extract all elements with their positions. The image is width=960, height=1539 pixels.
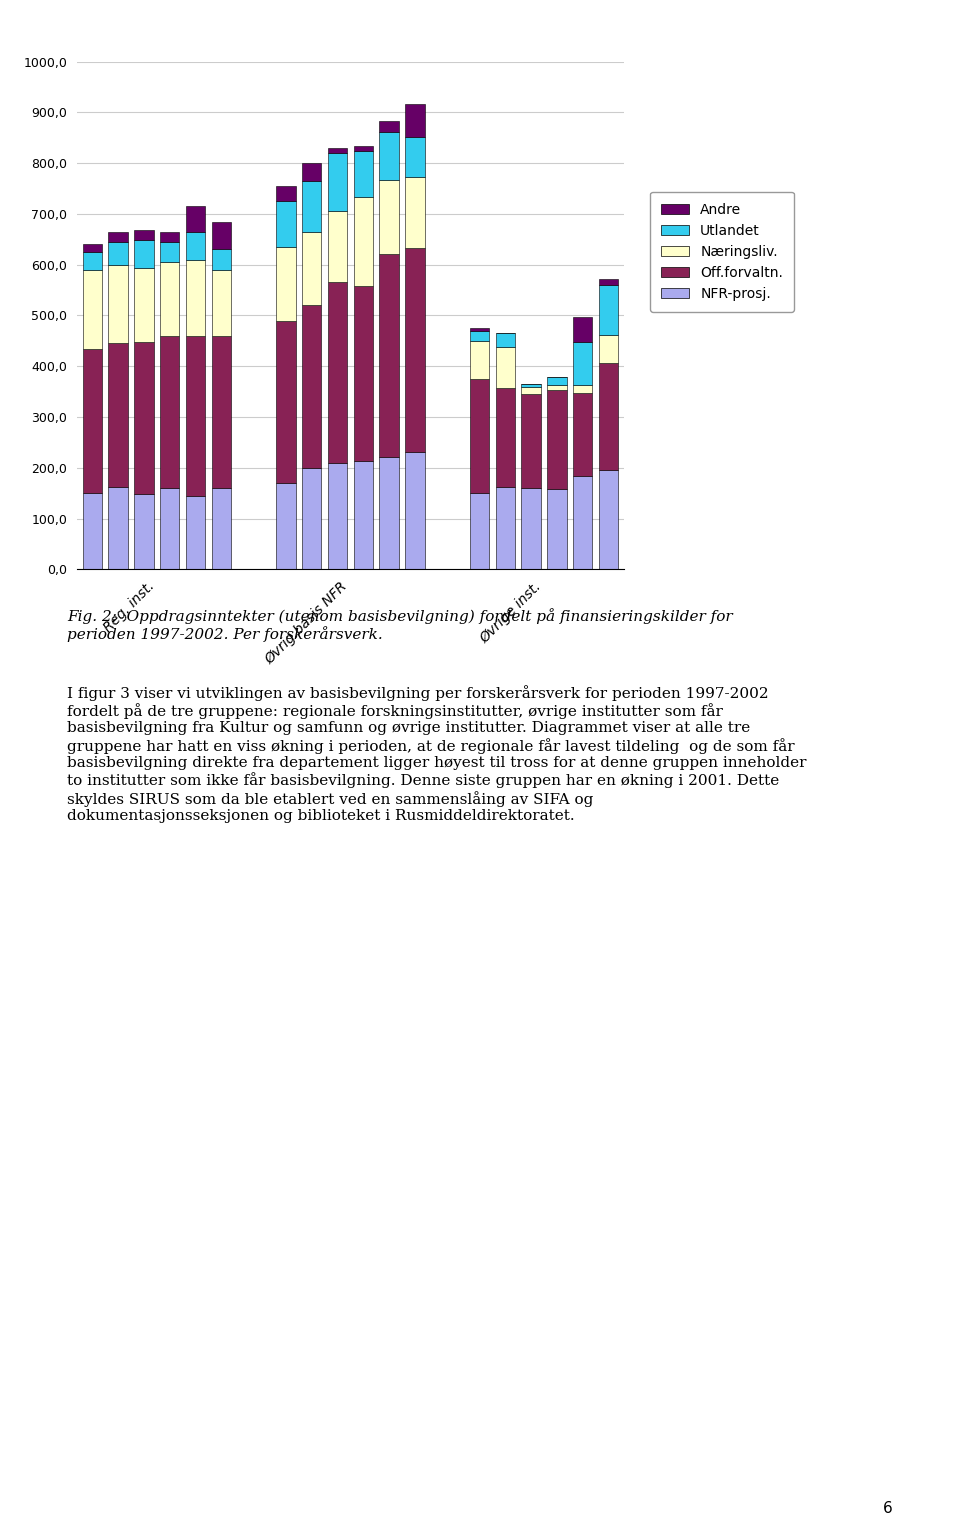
Bar	[327, 148, 348, 152]
Bar	[521, 394, 540, 488]
Bar	[573, 477, 592, 569]
Text: 6: 6	[883, 1501, 893, 1516]
Bar	[379, 457, 398, 569]
Bar	[108, 265, 128, 343]
Bar	[276, 202, 296, 246]
Bar	[211, 222, 231, 249]
Bar	[599, 285, 618, 336]
Bar	[276, 320, 296, 483]
Bar	[186, 496, 205, 569]
Bar	[405, 177, 424, 248]
Bar	[134, 231, 154, 240]
Bar	[599, 280, 618, 285]
Bar	[353, 462, 373, 569]
Bar	[469, 342, 490, 379]
Bar	[327, 152, 348, 211]
Bar	[573, 385, 592, 392]
Bar	[573, 392, 592, 477]
Bar	[353, 197, 373, 286]
Bar	[134, 494, 154, 569]
Bar	[108, 242, 128, 265]
Bar	[160, 488, 180, 569]
Bar	[83, 269, 102, 348]
Bar	[108, 343, 128, 486]
Bar	[469, 328, 490, 331]
Bar	[379, 254, 398, 457]
Bar	[495, 348, 515, 388]
Bar	[379, 122, 398, 132]
Bar	[327, 463, 348, 569]
Bar	[327, 283, 348, 463]
Bar	[521, 488, 540, 569]
Bar	[547, 391, 566, 489]
Bar	[302, 305, 322, 468]
Bar	[573, 317, 592, 342]
Bar	[599, 469, 618, 569]
Bar	[134, 268, 154, 342]
Text: Fig. 2:  Oppdragsinntekter (utenom basisbevilgning) fordelt på finansieringskild: Fig. 2: Oppdragsinntekter (utenom basisb…	[67, 608, 732, 642]
Bar	[469, 379, 490, 492]
Bar	[276, 246, 296, 320]
Bar	[573, 342, 592, 385]
Bar	[134, 240, 154, 268]
Bar	[379, 132, 398, 180]
Bar	[327, 211, 348, 283]
Bar	[469, 331, 490, 342]
Bar	[276, 483, 296, 569]
Bar	[276, 186, 296, 202]
Bar	[599, 363, 618, 469]
Bar	[160, 262, 180, 336]
Bar	[599, 336, 618, 363]
Bar	[211, 336, 231, 488]
Bar	[302, 182, 322, 232]
Bar	[302, 468, 322, 569]
Bar	[547, 489, 566, 569]
Bar	[495, 488, 515, 569]
Bar	[108, 486, 128, 569]
Bar	[186, 206, 205, 232]
Bar	[547, 385, 566, 391]
Bar	[160, 242, 180, 262]
Bar	[495, 388, 515, 488]
Bar	[211, 488, 231, 569]
Bar	[83, 252, 102, 269]
Bar	[353, 146, 373, 151]
Bar	[186, 260, 205, 336]
Text: I figur 3 viser vi utviklingen av basisbevilgning per forskerårsverk for periode: I figur 3 viser vi utviklingen av basisb…	[67, 685, 806, 823]
Bar	[160, 232, 180, 242]
Bar	[521, 385, 540, 386]
Bar	[108, 232, 128, 242]
Bar	[83, 245, 102, 252]
Bar	[160, 336, 180, 488]
Bar	[405, 137, 424, 177]
Bar	[302, 163, 322, 182]
Bar	[547, 377, 566, 385]
Bar	[495, 334, 515, 348]
Legend: Andre, Utlandet, Næringsliv., Off.forvaltn., NFR-prosj.: Andre, Utlandet, Næringsliv., Off.forval…	[650, 192, 794, 311]
Bar	[83, 348, 102, 492]
Bar	[405, 248, 424, 451]
Bar	[186, 232, 205, 260]
Bar	[186, 336, 205, 496]
Bar	[302, 232, 322, 305]
Bar	[521, 386, 540, 394]
Bar	[379, 180, 398, 254]
Bar	[134, 342, 154, 494]
Bar	[405, 103, 424, 137]
Bar	[211, 269, 231, 336]
Bar	[469, 492, 490, 569]
Bar	[211, 249, 231, 269]
Bar	[83, 492, 102, 569]
Bar	[405, 451, 424, 569]
Bar	[353, 286, 373, 462]
Bar	[353, 151, 373, 197]
